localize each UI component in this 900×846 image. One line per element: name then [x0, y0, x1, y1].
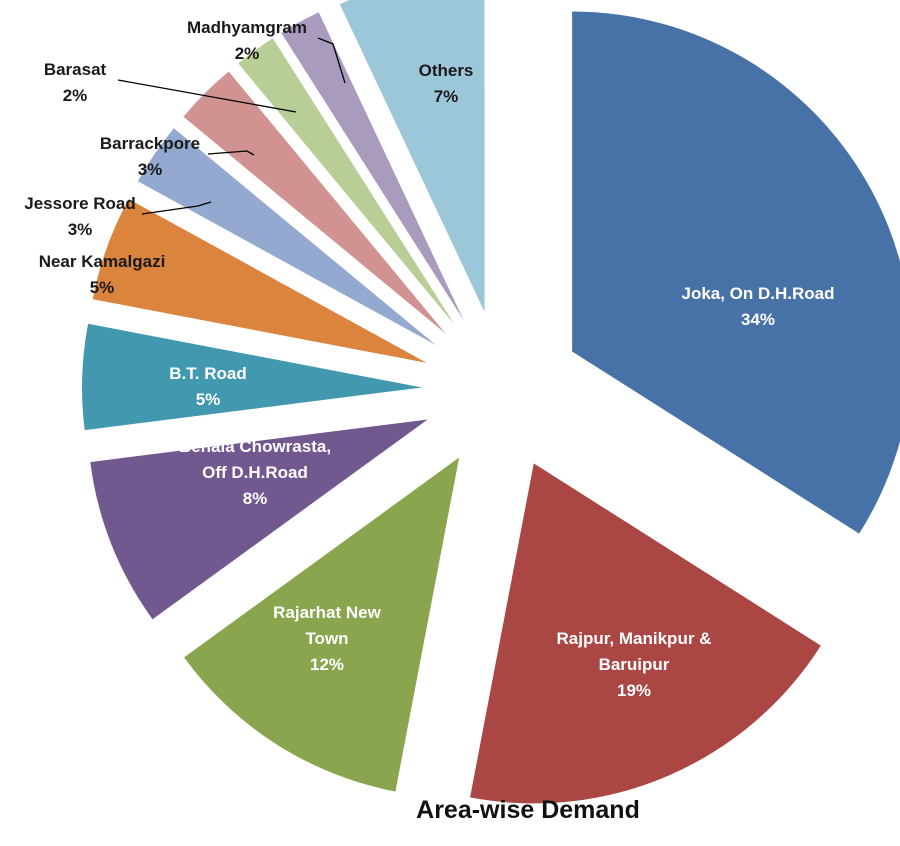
slice-name-label: Baruipur — [599, 655, 670, 674]
leader-line — [207, 150, 255, 156]
slice-value-label: 2% — [235, 44, 260, 63]
pie-slice — [470, 463, 821, 804]
slice-label: B.T. Road 5% — [169, 364, 246, 409]
slice-label: Near Kamalgazi 5% — [39, 252, 166, 297]
pie-slice — [183, 71, 446, 334]
leader-line — [141, 201, 212, 215]
chart-title: Area-wise Demand — [416, 796, 640, 824]
slice-value-label: 8% — [243, 489, 268, 508]
slice-value-label: 2% — [63, 86, 88, 105]
slice-label: Madhyamgram 2% — [187, 18, 307, 63]
pie-slice — [90, 419, 428, 620]
slice-name-label: Behala Chowrasta, — [179, 437, 331, 456]
pie-slice — [572, 11, 900, 534]
leader-line — [117, 79, 297, 113]
pie-slice — [92, 199, 427, 363]
slice-name-label: Barasat — [44, 60, 107, 79]
slice-value-label: 19% — [617, 681, 651, 700]
pie-slices — [82, 0, 900, 804]
slice-label: Jessore Road 3% — [24, 194, 136, 239]
slice-labels: Joka, On D.H.Road 34% Rajpur, Manikpur & Ba… — [24, 18, 834, 700]
slice-label: Others 7% — [419, 61, 474, 106]
slice-value-label: 5% — [196, 390, 221, 409]
pie-slice — [184, 457, 460, 792]
slice-value-label: 34% — [741, 310, 775, 329]
pie-slice — [82, 323, 423, 431]
leader-line — [317, 37, 346, 84]
pie-slice — [238, 38, 455, 326]
slice-label: Rajpur, Manikpur & Baruipur 19% — [557, 629, 712, 700]
slice-name-label: Rajarhat New — [273, 603, 381, 622]
slice-label: Barrackpore 3% — [100, 134, 200, 179]
slice-value-label: 7% — [434, 87, 459, 106]
slice-name-label: Madhyamgram — [187, 18, 307, 37]
slice-label: Joka, On D.H.Road 34% — [681, 284, 834, 329]
slice-value-label: 12% — [310, 655, 344, 674]
leader-lines — [117, 37, 346, 215]
pie-slice — [281, 12, 464, 320]
slice-label: Barasat 2% — [44, 60, 107, 105]
slice-name-label: Barrackpore — [100, 134, 200, 153]
pie-slice — [339, 0, 485, 312]
slice-name-label: Near Kamalgazi — [39, 252, 166, 271]
slice-name-label: Jessore Road — [24, 194, 136, 213]
slice-name-label: Rajpur, Manikpur & — [557, 629, 712, 648]
slice-label: Behala Chowrasta, Off D.H.Road 8% — [179, 437, 331, 508]
slice-name-label: Town — [305, 629, 348, 648]
slice-value-label: 5% — [90, 278, 115, 297]
slice-label: Rajarhat New Town 12% — [273, 603, 381, 674]
slice-name-label: Joka, On D.H.Road — [681, 284, 834, 303]
slice-value-label: 3% — [138, 160, 163, 179]
slice-name-label: Others — [419, 61, 474, 80]
slice-name-label: Off D.H.Road — [202, 463, 308, 482]
slice-value-label: 3% — [68, 220, 93, 239]
pie-slice — [137, 128, 436, 346]
slice-name-label: B.T. Road — [169, 364, 246, 383]
